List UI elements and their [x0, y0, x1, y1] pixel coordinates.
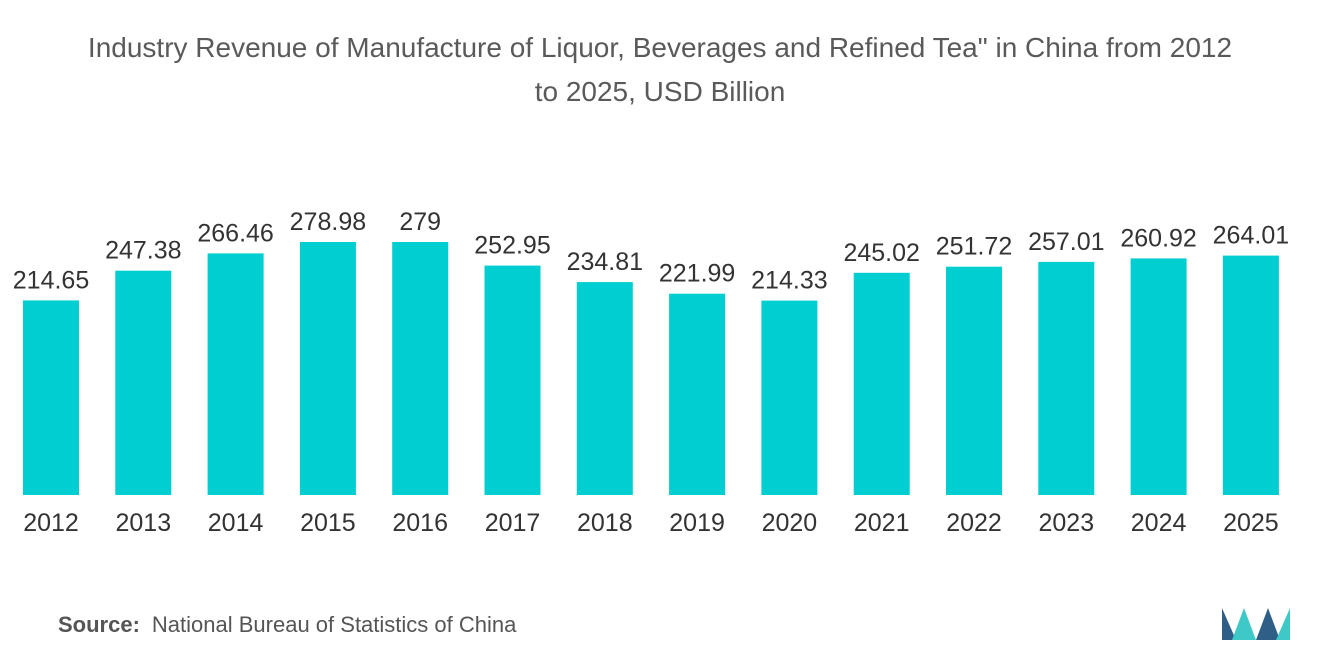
bar-2025 [1222, 255, 1279, 495]
value-label-2020: 214.33 [751, 267, 827, 295]
logo-shape-middle-left [1232, 608, 1256, 640]
value-label-2014: 266.46 [197, 219, 273, 247]
x-tick-2015: 2015 [300, 509, 356, 537]
value-label-2023: 257.01 [1028, 228, 1104, 256]
x-tick-2018: 2018 [577, 509, 633, 537]
x-tick-2017: 2017 [485, 509, 541, 537]
value-label-2024: 260.92 [1120, 224, 1196, 252]
x-tick-2013: 2013 [115, 509, 171, 537]
x-tick-2022: 2022 [946, 509, 1002, 537]
source-label: Source: [58, 612, 140, 637]
bar-2016 [392, 242, 449, 495]
value-label-2018: 234.81 [567, 248, 643, 276]
x-tick-2014: 2014 [208, 509, 264, 537]
value-label-2022: 251.72 [936, 233, 1012, 261]
chart-title-line-2: to 2025, USD Billion [534, 76, 786, 107]
value-label-2012: 214.65 [13, 266, 89, 294]
x-tick-2016: 2016 [392, 509, 448, 537]
x-tick-2019: 2019 [669, 509, 725, 537]
value-label-2025: 264.01 [1213, 222, 1289, 250]
bar-2019 [669, 293, 726, 495]
bar-chart: 214.65 247.38 266.46 278.98 279 252.95 234.81 2… [13, 208, 1289, 537]
source-note: Source: National Bureau of Statistics of … [58, 612, 516, 638]
mordor-intelligence-logo-icon [1222, 608, 1290, 640]
x-tick-2012: 2012 [23, 509, 79, 537]
bar-2020 [761, 300, 818, 495]
logo-shape-left [1222, 608, 1236, 640]
x-tick-2025: 2025 [1223, 509, 1279, 537]
x-tick-2021: 2021 [854, 509, 910, 537]
value-label-2021: 245.02 [843, 239, 919, 267]
x-axis-tick-labels: 2012 2013 2014 2015 2016 2017 2018 2019 2020 2021… [23, 509, 1279, 537]
source-text: National Bureau of Statistics of China [151, 612, 517, 637]
value-label-2013: 247.38 [105, 237, 181, 265]
value-label-2019: 221.99 [659, 260, 735, 288]
value-label-2016: 279 [399, 208, 441, 236]
x-tick-2020: 2020 [762, 509, 818, 537]
chart-title-line-1: Industry Revenue of Manufacture of Liquo… [87, 32, 1233, 63]
bar-2021 [853, 272, 910, 495]
value-labels-group: 214.65 247.38 266.46 278.98 279 252.95 234.81 2… [13, 208, 1289, 295]
chart-title: Industry Revenue of Manufacture of Liquo… [0, 26, 1320, 114]
bar-2023 [1038, 261, 1095, 495]
bar-2013 [115, 270, 172, 495]
bar-2012 [23, 300, 79, 495]
value-label-2017: 252.95 [474, 232, 550, 260]
bar-2014 [207, 253, 264, 495]
bars-group [23, 242, 1279, 495]
logo-shape-middle-right [1256, 608, 1280, 640]
value-label-2015: 278.98 [290, 208, 366, 236]
bar-2024 [1130, 258, 1187, 495]
logo-shape-right [1276, 608, 1290, 640]
bar-2015 [299, 242, 356, 495]
bar-2017 [484, 265, 541, 495]
bar-2018 [576, 282, 633, 495]
x-tick-2023: 2023 [1038, 509, 1094, 537]
x-tick-2024: 2024 [1131, 509, 1187, 537]
bar-2022 [946, 266, 1002, 495]
